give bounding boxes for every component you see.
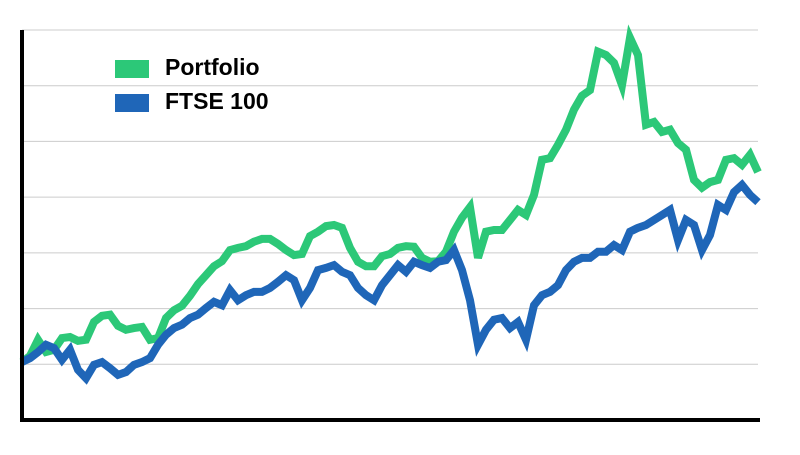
legend-label: Portfolio [165, 54, 260, 80]
legend-swatch [115, 60, 149, 78]
legend-swatch [115, 94, 149, 112]
series-line [19, 24, 762, 366]
series-line [20, 179, 761, 385]
legend-label: FTSE 100 [165, 88, 269, 114]
